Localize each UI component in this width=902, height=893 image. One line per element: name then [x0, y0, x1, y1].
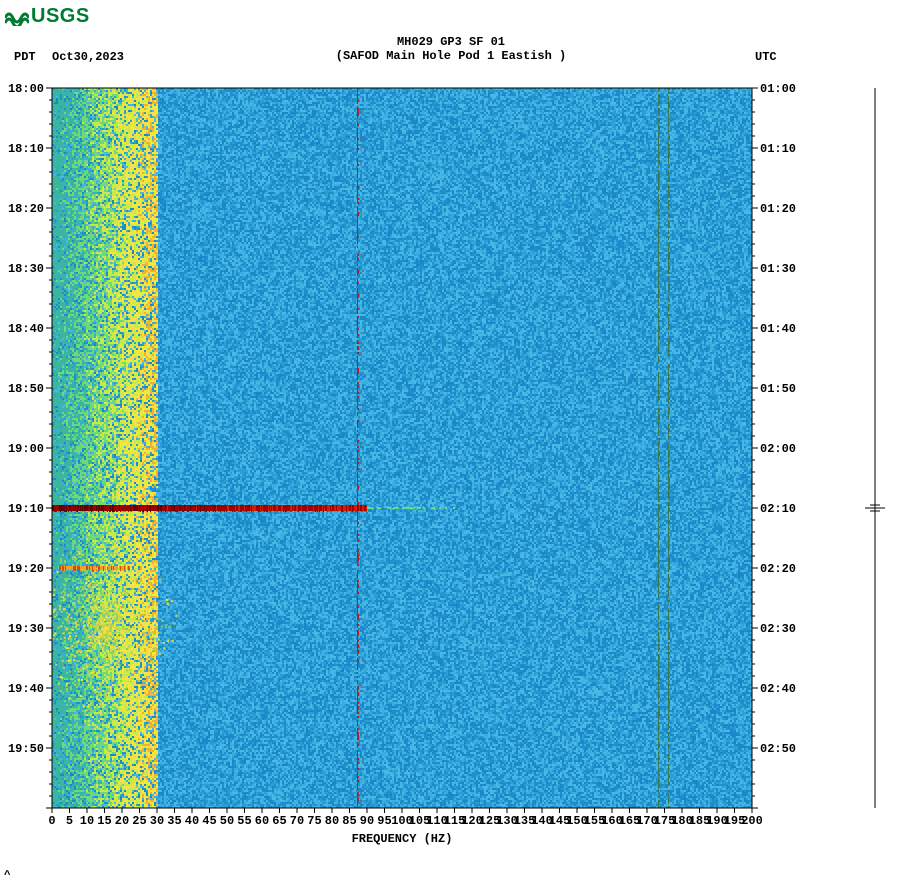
svg-text:18:50: 18:50 — [8, 382, 44, 396]
svg-text:19:50: 19:50 — [8, 742, 44, 756]
wave-icon — [5, 8, 29, 26]
title-line-1: MH029 GP3 SF 01 — [0, 35, 902, 49]
svg-text:19:20: 19:20 — [8, 562, 44, 576]
svg-text:25: 25 — [132, 814, 146, 828]
svg-text:50: 50 — [220, 814, 234, 828]
svg-text:19:40: 19:40 — [8, 682, 44, 696]
svg-text:0: 0 — [48, 814, 55, 828]
svg-text:45: 45 — [202, 814, 216, 828]
usgs-logo: USGS — [5, 5, 90, 28]
svg-text:01:20: 01:20 — [760, 202, 796, 216]
svg-text:02:10: 02:10 — [760, 502, 796, 516]
svg-text:18:30: 18:30 — [8, 262, 44, 276]
svg-text:15: 15 — [97, 814, 111, 828]
svg-text:70: 70 — [290, 814, 304, 828]
svg-text:5: 5 — [66, 814, 73, 828]
svg-text:18:20: 18:20 — [8, 202, 44, 216]
svg-text:40: 40 — [185, 814, 199, 828]
svg-text:02:50: 02:50 — [760, 742, 796, 756]
svg-text:55: 55 — [237, 814, 251, 828]
svg-text:19:10: 19:10 — [8, 502, 44, 516]
side-indicator-svg — [860, 88, 890, 808]
logo-text: USGS — [31, 5, 90, 28]
utc-timezone-label: UTC — [755, 50, 777, 64]
svg-text:18:40: 18:40 — [8, 322, 44, 336]
svg-text:85: 85 — [342, 814, 356, 828]
svg-text:18:10: 18:10 — [8, 142, 44, 156]
spectrogram-plot: 0510152025303540455055606570758085909510… — [52, 88, 752, 808]
pdt-timezone-label: PDT — [14, 50, 36, 64]
axes-overlay: 0510152025303540455055606570758085909510… — [2, 83, 822, 863]
svg-text:90: 90 — [360, 814, 374, 828]
svg-text:01:00: 01:00 — [760, 82, 796, 96]
x-axis-label: FREQUENCY (HZ) — [52, 832, 752, 846]
svg-text:80: 80 — [325, 814, 339, 828]
date-label: Oct30,2023 — [52, 50, 124, 64]
svg-text:200: 200 — [741, 814, 763, 828]
svg-text:02:30: 02:30 — [760, 622, 796, 636]
svg-text:30: 30 — [150, 814, 164, 828]
svg-text:95: 95 — [377, 814, 391, 828]
footer-caret: ^ — [4, 870, 11, 882]
svg-text:19:00: 19:00 — [8, 442, 44, 456]
svg-text:01:40: 01:40 — [760, 322, 796, 336]
svg-text:02:00: 02:00 — [760, 442, 796, 456]
svg-text:18:00: 18:00 — [8, 82, 44, 96]
svg-text:20: 20 — [115, 814, 129, 828]
side-amplitude-indicator — [860, 88, 890, 808]
svg-text:35: 35 — [167, 814, 181, 828]
svg-text:01:50: 01:50 — [760, 382, 796, 396]
svg-text:02:40: 02:40 — [760, 682, 796, 696]
svg-text:60: 60 — [255, 814, 269, 828]
svg-text:01:30: 01:30 — [760, 262, 796, 276]
svg-text:65: 65 — [272, 814, 286, 828]
svg-text:75: 75 — [307, 814, 321, 828]
svg-text:02:20: 02:20 — [760, 562, 796, 576]
svg-text:10: 10 — [80, 814, 94, 828]
svg-text:19:30: 19:30 — [8, 622, 44, 636]
svg-text:01:10: 01:10 — [760, 142, 796, 156]
